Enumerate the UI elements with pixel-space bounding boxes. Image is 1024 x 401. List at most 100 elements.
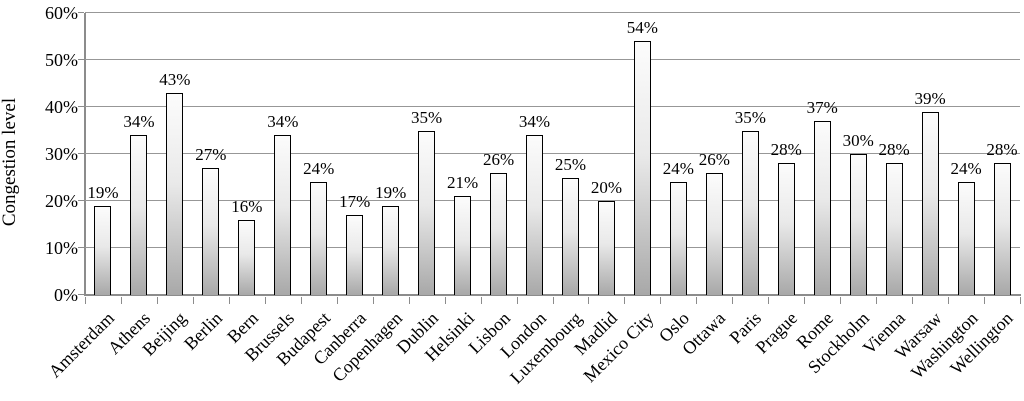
y-tick-label-20: 20% [45,191,78,211]
bar-value-label: 35% [734,107,766,127]
bar-value-label: 28% [770,140,802,160]
bar-athens [130,135,148,295]
bar-value-label: 37% [806,98,838,118]
bar-canberra [346,215,364,295]
y-tick-label-50: 50% [45,50,78,70]
x-tick-mark [228,297,230,304]
x-tick-mark [804,297,806,304]
gridline-10 [85,247,1020,248]
bar-vienna [885,163,903,295]
bar-amsterdam [94,205,112,295]
x-tick-mark [372,297,374,304]
x-tick-mark [552,297,554,304]
bar-value-label: 21% [447,173,479,193]
x-tick-mark [120,297,122,304]
y-tick-mark-30 [78,153,84,154]
bar-lisbon [490,172,508,295]
x-tick-mark [516,297,518,304]
x-tick-mark [696,297,698,304]
bar-stockholm [849,154,867,295]
y-tick-label-30: 30% [45,144,78,164]
x-tick-mark [948,297,950,304]
gridline-50 [85,59,1020,60]
bar-value-label: 19% [375,182,407,202]
bar-value-label: 24% [950,159,982,179]
y-tick-mark-50 [78,59,84,60]
x-label-wellington: Wellington [840,304,1017,378]
gridline-60 [85,12,1020,13]
bar-value-label: 19% [87,182,119,202]
x-axis-line [84,294,1021,296]
bar-dublin [418,130,436,295]
x-tick-mark [264,297,266,304]
bar-paris [741,130,759,295]
x-tick-mark [660,297,662,304]
x-tick-mark [85,297,86,304]
y-axis-line [84,13,86,296]
bar-value-label: 26% [698,149,730,169]
bar-madlid [597,201,615,295]
bar-value-label: 34% [518,112,551,132]
x-tick-mark [408,297,410,304]
bar-value-label: 39% [914,88,946,108]
y-tick-label-0: 0% [54,285,78,305]
y-tick-mark-20 [78,200,84,201]
x-tick-mark [624,297,626,304]
bar-oslo [669,182,687,295]
bar-value-label: 16% [231,196,263,216]
x-tick-mark [480,297,482,304]
x-tick-mark [768,297,770,304]
bar-value-label: 28% [986,140,1018,160]
bar-wellington [993,163,1011,295]
bar-value-label: 34% [123,112,155,132]
bar-value-label: 24% [303,159,335,179]
x-tick-mark [192,297,194,304]
y-tick-label-40: 40% [45,97,78,117]
bar-budapest [310,182,328,295]
x-tick-mark [876,297,878,304]
x-tick-mark [444,297,446,304]
bar-bern [238,219,256,295]
bar-value-label: 34% [267,112,299,132]
plot-area: 19% 34% 43% 27% 16% 34% 24% 17% 19% 35% 21% 26% 34% 2… [85,12,1020,295]
y-tick-mark-0 [78,294,84,295]
y-tick-mark-40 [78,106,84,107]
bar-value-label: 20% [590,178,623,197]
x-tick-mark [732,297,734,304]
bar-value-label: 54% [626,18,658,38]
gridline-30 [85,153,1020,154]
bar-value-label: 27% [195,145,227,165]
bar-prague [777,163,795,295]
x-tick-mark [1020,297,1021,304]
bar-brussels [274,135,292,295]
bar-value-label: 25% [554,154,587,174]
y-tick-mark-10 [78,247,84,248]
x-tick-mark [984,297,986,304]
bar-copenhagen [382,205,400,295]
bar-warsaw [921,111,939,295]
bar-helsinki [454,196,472,295]
x-tick-mark [156,297,158,304]
bar-value-label: 28% [878,140,910,160]
bar-value-label: 35% [411,107,443,127]
x-tick-mark [588,297,590,304]
x-tick-mark [840,297,842,304]
x-tick-mark [912,297,914,304]
x-tick-mark [300,297,302,304]
bar-london [526,135,544,295]
y-tick-label-10: 10% [45,238,78,258]
bar-value-label: 43% [159,69,191,89]
bar-value-label: 24% [662,159,694,179]
bar-value-label: 30% [842,131,874,150]
gridline-20 [85,200,1020,201]
bar-luxembourg [561,177,579,295]
bar-berlin [202,168,220,295]
bar-ottawa [705,172,723,295]
bar-beijing [166,92,184,295]
bar-mexico-city [633,41,651,295]
x-tick-mark [336,297,338,304]
bar-washington [957,182,975,295]
y-tick-mark-60 [78,12,84,13]
bar-value-label: 26% [482,149,515,169]
